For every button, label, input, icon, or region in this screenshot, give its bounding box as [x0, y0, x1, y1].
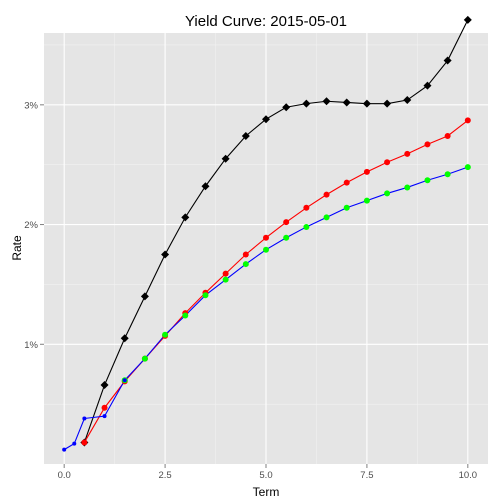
data-point — [383, 99, 392, 108]
data-point — [444, 132, 451, 139]
x-axis-title: Term — [253, 485, 280, 499]
data-point — [363, 197, 370, 204]
data-point — [242, 261, 249, 268]
data-point — [303, 223, 310, 230]
series-0-points — [80, 15, 472, 447]
x-tick-label: 2.5 — [158, 470, 171, 481]
y-tick-label: 3% — [24, 100, 38, 111]
data-point — [162, 331, 169, 338]
y-axis-title: Rate — [10, 235, 24, 261]
data-point — [323, 214, 330, 221]
data-point — [283, 234, 290, 241]
data-point — [222, 270, 229, 277]
data-point — [72, 441, 77, 446]
data-point — [443, 56, 452, 65]
data-point — [82, 416, 87, 421]
data-point — [100, 380, 109, 389]
x-tick-label: 0.0 — [58, 470, 71, 481]
x-tick-label: 10.0 — [459, 470, 478, 481]
data-point — [221, 154, 230, 163]
data-point — [283, 219, 290, 226]
data-point — [303, 204, 310, 211]
data-point — [322, 97, 331, 106]
data-point — [384, 190, 391, 197]
data-point — [81, 439, 88, 446]
data-point — [363, 168, 370, 175]
data-point — [384, 159, 391, 166]
data-point — [182, 312, 189, 319]
data-point — [424, 141, 431, 148]
data-point — [444, 171, 451, 178]
data-point — [343, 179, 350, 186]
data-point — [463, 15, 472, 24]
axes: 0.0 2.5 5.0 7.5 10.0 1% 2% 3% — [24, 100, 477, 481]
data-point — [181, 213, 190, 222]
chart-title: Yield Curve: 2015-05-01 — [185, 13, 347, 30]
data-point — [263, 234, 269, 241]
data-point — [161, 250, 170, 259]
y-tick-label: 1% — [24, 340, 38, 351]
data-point — [242, 251, 249, 258]
data-point — [464, 164, 471, 171]
data-point — [403, 96, 412, 105]
data-point — [262, 115, 270, 124]
data-point — [222, 276, 229, 283]
data-point — [424, 177, 431, 184]
data-point — [282, 103, 291, 112]
data-point — [141, 355, 148, 362]
data-point — [62, 447, 67, 452]
x-tick-label: 5.0 — [259, 470, 272, 481]
series-layer — [62, 15, 472, 452]
data-point — [202, 292, 209, 299]
data-point — [201, 182, 210, 191]
data-point — [120, 334, 129, 343]
y-tick-label: 2% — [24, 220, 38, 231]
data-point — [343, 204, 350, 211]
data-point — [323, 191, 330, 198]
data-point — [423, 81, 432, 90]
x-tick-label: 7.5 — [360, 470, 373, 481]
series-2 — [124, 166, 469, 381]
series-3-points — [62, 378, 127, 452]
data-point — [342, 98, 351, 107]
data-point — [102, 414, 107, 419]
data-point — [122, 378, 127, 383]
data-point — [101, 404, 108, 411]
series-line — [124, 166, 469, 381]
series-2-points — [121, 164, 471, 384]
data-point — [404, 150, 411, 157]
data-point — [404, 184, 411, 191]
data-point — [140, 292, 149, 301]
data-point — [263, 246, 269, 253]
data-point — [362, 99, 371, 108]
data-point — [302, 99, 311, 108]
data-point — [241, 131, 250, 140]
data-point — [464, 117, 471, 124]
